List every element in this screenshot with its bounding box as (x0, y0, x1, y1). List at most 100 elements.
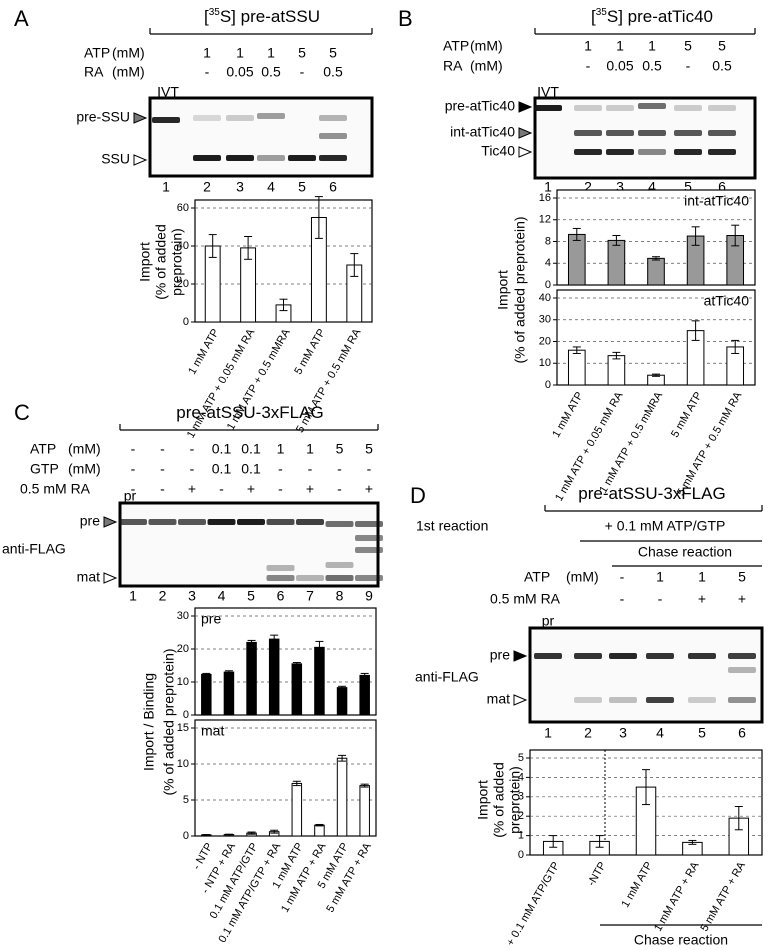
error-bar (202, 672, 211, 676)
gel-band (708, 105, 736, 111)
error-bar (314, 196, 323, 239)
band-marker-label: Tic40 (481, 143, 515, 159)
row-value: + (365, 481, 373, 497)
error-bar (338, 685, 347, 690)
gel-band (207, 519, 236, 525)
bar (336, 757, 348, 837)
row-value: - (586, 58, 591, 74)
y-tick-label: 15 (177, 722, 189, 734)
lane-number: 8 (336, 588, 344, 604)
row-value: 0.1 (241, 441, 261, 457)
row-value: - (190, 461, 195, 477)
plot-frame (556, 289, 756, 386)
gel-band (688, 653, 716, 659)
row-value: + (188, 481, 196, 497)
x-tick-label: -NTP (585, 860, 608, 888)
title-part: 35 (596, 7, 608, 18)
row-value: 1 (616, 38, 624, 54)
row-value: 1 (236, 45, 244, 61)
error-bar (315, 823, 324, 827)
gel-band (674, 130, 702, 136)
lane-number: 9 (365, 588, 373, 604)
y-axis-label: preprotein) (169, 228, 185, 296)
error-bar (292, 780, 301, 787)
row-value: + (698, 591, 706, 607)
row-value: 0.05 (606, 58, 633, 74)
error-bar (652, 256, 660, 261)
error-bar (688, 839, 697, 845)
lane-number: 4 (656, 725, 664, 741)
x-tick-label: 5 mM ATP + 0.5 mM RA (294, 326, 364, 435)
panel-title: pre-atSSU-3xFLAG (578, 484, 725, 503)
bar (268, 638, 280, 716)
row-unit: (mM) (112, 45, 145, 61)
y-axis-label: Import / Binding (141, 673, 157, 771)
gel-band (325, 562, 354, 568)
panel-letter: A (14, 6, 29, 31)
lane-number: 1 (544, 725, 552, 741)
row-value: 1 (203, 45, 211, 61)
error-bar (247, 639, 256, 645)
row-label: RA (84, 64, 104, 80)
gel-band (193, 155, 221, 161)
lane-number: 2 (159, 588, 167, 604)
gel-band (574, 105, 602, 111)
error-bar (244, 236, 253, 260)
band-arrow (513, 694, 528, 706)
gel-band (237, 519, 265, 525)
row-value: - (190, 441, 195, 457)
gel-band (674, 149, 702, 155)
y-tick-label: 20 (177, 278, 189, 290)
x-tick-label: 1 mM ATP + RA (652, 859, 702, 933)
x-tick-label: 1 mM ATP (550, 390, 586, 440)
lane-number: 3 (619, 725, 627, 741)
y-axis-label: Import (137, 242, 153, 282)
error-bar (572, 346, 581, 354)
lane-number: 6 (329, 179, 337, 195)
gel-band (296, 519, 324, 525)
error-bar (247, 831, 256, 835)
x-tick-label: 1 mM ATP (619, 860, 655, 910)
bar (359, 674, 370, 716)
lane-number: 3 (616, 179, 624, 195)
gel-band (606, 130, 634, 136)
row-value: - (160, 461, 165, 477)
lane-top-label: pr (542, 613, 555, 629)
y-tick-label: 3 (518, 791, 524, 803)
row-value: 1 (584, 38, 592, 54)
gel-band (193, 115, 221, 121)
error-bar (360, 672, 369, 678)
error-bar (224, 833, 233, 836)
row-value: 1 (648, 38, 656, 54)
lane-number: 3 (236, 179, 244, 195)
x-tick-label: 1 mM ATP (186, 327, 222, 377)
row-label: RA (443, 58, 463, 74)
error-bar (202, 834, 211, 836)
row-value: - (367, 461, 372, 477)
gel-band (638, 130, 666, 136)
y-tick-label: 10 (177, 758, 189, 770)
row-value: 5 (365, 441, 373, 457)
y-tick-label: 5 (183, 794, 189, 806)
error-bar (642, 769, 650, 806)
lane-number: 6 (718, 179, 726, 195)
row-label: 0.5 mM RA (490, 591, 561, 607)
row-value: + (247, 481, 255, 497)
y-tick-label: 30 (539, 314, 551, 326)
antibody-label: anti-FLAG (415, 669, 479, 685)
row-value: 5 (329, 45, 337, 61)
bar (647, 257, 665, 286)
chart-title: pre (201, 611, 221, 627)
gel-band (646, 653, 674, 659)
y-axis-label: (% of added preprotein) (512, 216, 528, 363)
bar (246, 641, 257, 716)
row-value: - (131, 441, 136, 457)
gel-band (119, 519, 147, 525)
gel (533, 96, 757, 180)
error-bar (270, 829, 279, 834)
row-value: 1 (306, 441, 314, 457)
row-value: - (300, 64, 305, 80)
x-tick-label: + 0.1 mM ATP/GTP (504, 860, 562, 948)
row-value: - (308, 461, 313, 477)
